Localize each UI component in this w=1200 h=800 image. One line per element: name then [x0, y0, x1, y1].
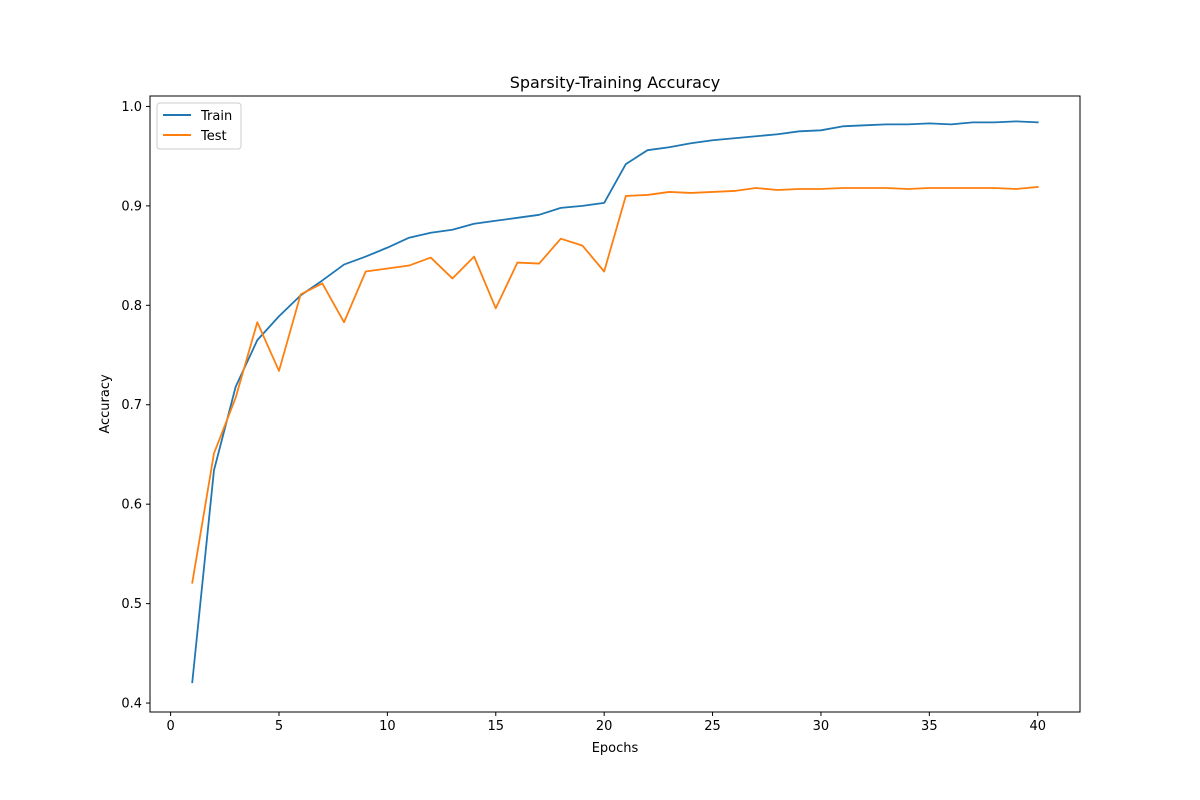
legend-label-test: Test: [200, 129, 227, 144]
series-line-test: [191, 186, 1039, 584]
y-tick-label: 0.6: [121, 498, 142, 513]
y-tick-label: 0.5: [121, 597, 142, 612]
x-axis-ticks: 0 5 10 15 20 25 30 35 40: [166, 712, 1046, 734]
x-tick-label: 40: [1029, 719, 1046, 734]
axes-frame: [149, 95, 1081, 713]
y-tick-label: 0.7: [121, 398, 142, 413]
x-tick-label: 10: [379, 719, 396, 734]
y-tick-label: 0.8: [121, 299, 142, 314]
plot-area: 0 5 10 15 20 25 30 35 40 0.4 0.5 0.6 0.7 0.8 0.9 1.0: [121, 95, 1081, 734]
chart-title: Sparsity-Training Accuracy: [510, 73, 721, 92]
series-line-train: [191, 120, 1039, 684]
y-axis-ticks: 0.4 0.5 0.6 0.7 0.8 0.9 1.0: [121, 100, 150, 712]
y-axis-label: Accuracy: [98, 374, 113, 434]
y-tick-label: 0.9: [121, 199, 142, 214]
legend-label-train: Train: [200, 109, 232, 124]
legend: Train Test: [156, 102, 242, 150]
x-tick-label: 15: [487, 719, 504, 734]
y-tick-label: 1.0: [121, 100, 142, 115]
x-axis-label: Epochs: [592, 741, 639, 756]
x-tick-label: 0: [166, 719, 174, 734]
x-tick-label: 25: [704, 719, 721, 734]
y-tick-label: 0.4: [121, 697, 142, 712]
x-tick-label: 20: [596, 719, 613, 734]
x-tick-label: 5: [275, 719, 283, 734]
x-tick-label: 30: [813, 719, 830, 734]
series-layer: [191, 120, 1039, 684]
x-tick-label: 35: [921, 719, 938, 734]
